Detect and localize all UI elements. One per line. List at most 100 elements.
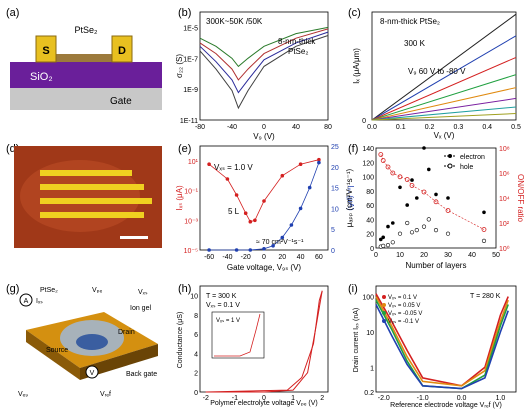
- ids-label-g: Iₓₛ: [36, 298, 43, 305]
- point-f-electron-12: [482, 210, 486, 215]
- point-f-onoff-6: [409, 183, 415, 188]
- b-ytick-0: 1E-5: [183, 25, 198, 32]
- ylabel-h: Conductance (μS): [177, 312, 184, 369]
- point-f-onoff-9: [445, 208, 451, 213]
- point-f-hole-1: [381, 243, 386, 248]
- f-yltick-7: 0: [370, 246, 374, 253]
- vds-label-h: Vₓₛ = 0.1 V: [206, 302, 240, 309]
- series-c-2: [371, 56, 517, 121]
- sample-label-b: 8-nm-thick: [278, 37, 316, 46]
- series-h-1: [205, 290, 323, 393]
- e-yrtick-5: 0: [331, 248, 335, 255]
- plot-frame-c: [371, 11, 517, 121]
- ptse2-label-g: PtSe₂: [40, 287, 58, 294]
- plot-frame-i: [375, 285, 517, 393]
- series-b-1: [199, 28, 329, 81]
- point-f-hole-6: [409, 230, 415, 235]
- e-xtick-5: 40: [297, 254, 305, 261]
- panel-g: (g) A V Iₓₛ PtSe₂ Ion gel Drain Source B…: [6, 283, 158, 398]
- h-xtick-1: -1: [232, 395, 238, 402]
- curves-i: [375, 293, 509, 390]
- inset-curve-h: [214, 313, 261, 357]
- sweep-label-c: V₉ 60 V to -80 V: [408, 67, 466, 76]
- e-yrtick-3: 10: [331, 206, 339, 213]
- e-xtick-1: -40: [222, 254, 232, 261]
- series-c-7: [371, 113, 517, 121]
- point-f-electron-10: [434, 192, 438, 197]
- series-i-3: [375, 304, 509, 390]
- ylabel-i: Drain current Iₓₛ (nA): [353, 308, 360, 372]
- point-f-hole-11: [445, 231, 451, 236]
- h-ytick-5: 0: [194, 390, 198, 397]
- xlabel-h: Polymer electrolyte voltage Vₚₑ (V): [210, 400, 318, 407]
- c-xtick-2: 0.2: [425, 124, 435, 131]
- inset-frame-h: [211, 311, 265, 359]
- f-yltick-6: 20: [366, 232, 374, 239]
- point-f-onoff-1: [380, 158, 386, 163]
- vds-label-g: Vₓₛ: [138, 289, 148, 296]
- point-e-left-9: [317, 157, 321, 162]
- point-f-hole-12: [481, 238, 487, 243]
- vds-label-e: Vₓₛ = 1.0 V: [214, 163, 253, 172]
- series-c-3: [371, 74, 517, 121]
- legend-i: Vₓₛ = 0.1 V Vₓₛ = 0.05 V Vₓₛ = -0.05 V V…: [382, 295, 422, 325]
- c-xtick-1: 0.1: [396, 124, 406, 131]
- gate-label: Gate: [110, 96, 132, 107]
- ammeter-ids-icon: [19, 293, 33, 307]
- f-yrtick-4: 10⁰: [499, 245, 510, 253]
- e-xtick-0: -60: [204, 254, 214, 261]
- h-xtick-2: 0: [262, 395, 266, 402]
- e-xtick-3: 0: [262, 254, 266, 261]
- point-f-hole-2: [385, 243, 391, 248]
- point-f-electron-3: [391, 221, 395, 225]
- curves-c: [371, 13, 517, 121]
- source-label: S: [42, 45, 49, 57]
- series-h-0: [205, 290, 323, 393]
- c-xtick-5: 0.5: [511, 124, 521, 131]
- e-yrtick-0: 25: [331, 144, 339, 151]
- xlabel-e: Gate voltage, V₉ₛ (V): [227, 263, 302, 272]
- series-b-2: [199, 31, 329, 94]
- e-yltick-3: 10⁻⁵: [184, 248, 198, 255]
- source-electrode: [35, 35, 57, 63]
- drain-label-g: Drain: [118, 329, 135, 336]
- drain-label: D: [118, 45, 126, 57]
- b-ytick-2: 1E-9: [183, 87, 198, 94]
- e-yltick-2: 10⁻³: [184, 218, 198, 225]
- point-f-electron-4: [398, 185, 402, 190]
- f-yltick-0: 140: [362, 146, 374, 153]
- ptse2-channel: [76, 334, 108, 350]
- f-xtick-4: 40: [468, 252, 476, 259]
- i-ytick-1: 10: [366, 330, 374, 337]
- layers-label-e: 5 L: [228, 207, 240, 216]
- f-yrtick-3: 10²: [499, 221, 510, 228]
- panel-i: (i) -2.0 -1.0 0.0 1.0 100 10 1 0.2 T = 280 K V…: [348, 283, 517, 409]
- legend-i-marker-4: [382, 319, 386, 323]
- point-f-electron-0: [379, 237, 383, 242]
- legend-hole-marker: [447, 163, 453, 169]
- panel-label-g: (g): [6, 283, 19, 295]
- xlabel-f: Number of layers: [406, 261, 467, 270]
- gate-layer: [10, 88, 162, 110]
- electrode-d-2: [40, 184, 144, 190]
- point-f-electron-8: [422, 146, 426, 150]
- panel-d: (d): [6, 143, 162, 248]
- series-c-5: [371, 97, 517, 121]
- i-xtick-2: 0.0: [457, 395, 467, 402]
- curves-h: [205, 290, 323, 393]
- h-xtick-3: 1: [291, 395, 295, 402]
- svg-text:A: A: [24, 298, 29, 305]
- series-i-1: [375, 296, 509, 387]
- voltmeter-vref-icon: [85, 365, 99, 379]
- series-e-right: [209, 162, 320, 251]
- b-xtick-0: -80: [195, 124, 205, 131]
- point-f-electron-11: [446, 196, 450, 200]
- c-ytick-0: 0: [362, 118, 366, 125]
- source-label-g: Source: [46, 347, 68, 354]
- ylabel-c: Iₓ (μA/μm): [352, 48, 361, 84]
- series-c-0: [371, 13, 517, 121]
- mobility-label-e: ≈ 70 cm²V⁻¹s⁻¹: [256, 239, 304, 246]
- series-f-onoff: [380, 154, 485, 230]
- f-yrtick-2: 10⁴: [499, 196, 510, 203]
